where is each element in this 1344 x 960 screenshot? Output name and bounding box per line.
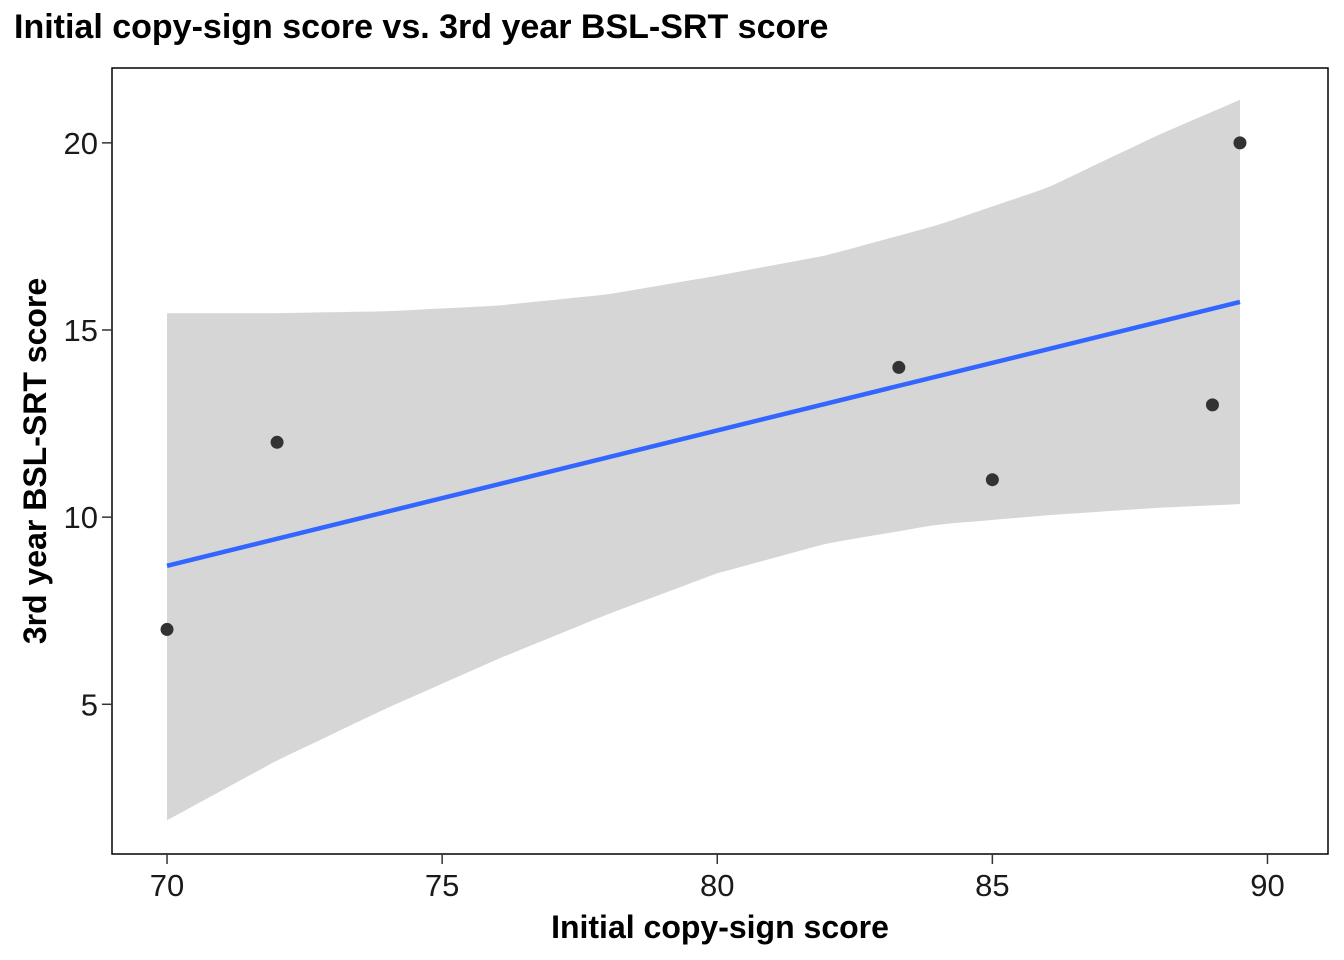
x-tick-label: 70	[150, 868, 184, 903]
x-tick-label: 75	[425, 868, 459, 903]
confidence-band-layer	[167, 99, 1240, 821]
x-tick-label: 90	[1250, 868, 1284, 903]
plot-panel-border	[111, 67, 1329, 855]
fit-line-layer	[166, 299, 1241, 568]
data-point	[1233, 136, 1247, 150]
y-tick-label: 10	[64, 500, 98, 535]
x-tick-label: 85	[975, 868, 1009, 903]
data-point	[1205, 398, 1219, 412]
data-point	[270, 435, 284, 449]
chart-title: Initial copy-sign score vs. 3rd year BSL…	[14, 8, 829, 46]
x-tick-label: 80	[700, 868, 734, 903]
y-tick-label: 20	[64, 126, 98, 161]
data-point	[160, 622, 174, 636]
y-tick-label: 15	[64, 313, 98, 348]
x-axis: 70 75 80 85 90	[150, 854, 1285, 903]
y-axis: 5 10 15 20	[64, 126, 112, 722]
data-points-layer	[160, 136, 1247, 636]
x-axis-title: Initial copy-sign score	[551, 909, 889, 945]
data-point	[985, 473, 999, 487]
regression-line	[166, 299, 1241, 568]
data-point	[892, 360, 906, 374]
confidence-band	[167, 99, 1240, 821]
y-tick-label: 5	[81, 687, 98, 722]
y-axis-title: 3rd year BSL-SRT score	[17, 278, 53, 644]
